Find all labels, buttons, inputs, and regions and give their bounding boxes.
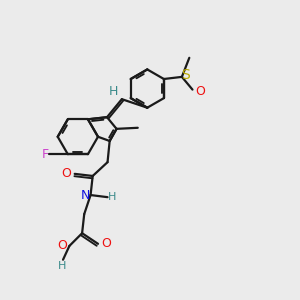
Text: H: H — [109, 85, 118, 98]
Text: O: O — [101, 237, 111, 250]
Text: S: S — [181, 68, 189, 82]
Text: H: H — [108, 192, 116, 202]
Text: O: O — [195, 85, 205, 98]
Text: N: N — [81, 188, 90, 202]
Text: O: O — [57, 239, 67, 252]
Text: H: H — [58, 261, 66, 271]
Text: O: O — [61, 167, 71, 180]
Text: F: F — [42, 148, 49, 161]
